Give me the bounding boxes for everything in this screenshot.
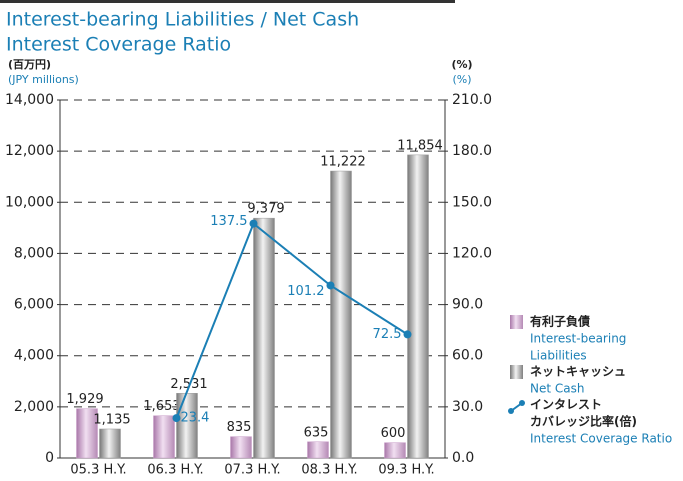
value-label: 11,854 <box>397 138 443 153</box>
y-tick-label: 14,000 <box>5 92 54 108</box>
y2-tick-label: 90.0 <box>452 297 483 313</box>
legend-label: 有利子負債 <box>530 314 590 329</box>
y2-tick-label: 30.0 <box>452 399 483 415</box>
value-label: 9,379 <box>247 202 284 217</box>
y2-tick-label: 210.0 <box>452 92 492 108</box>
legend-label: カバレッジ比率(倍) <box>530 414 637 429</box>
x-tick-label: 08.3 H.Y. <box>301 463 357 478</box>
line <box>175 221 409 419</box>
legend-label: Interest-bearing <box>530 332 626 346</box>
line-value-label: 72.5 <box>373 327 402 342</box>
value-label: 1,929 <box>66 392 103 407</box>
bar <box>176 393 198 459</box>
legend-swatch <box>510 365 523 379</box>
x-tick-label: 05.3 H.Y. <box>70 463 126 478</box>
y-tick-label: 12,000 <box>5 143 54 159</box>
value-label: 835 <box>227 420 252 435</box>
legend-label: ネットキャッシュ <box>530 365 626 379</box>
legend-swatch <box>519 400 525 406</box>
y2-axis-unit: (%) <box>452 73 471 86</box>
y-axis-unit: (百万円) <box>8 58 51 71</box>
value-label: 635 <box>304 425 329 440</box>
line-value-label: 23.4 <box>181 411 210 426</box>
legend-swatch <box>508 408 514 414</box>
value-label: 600 <box>381 426 406 441</box>
bar <box>230 436 252 459</box>
y-tick-label: 8,000 <box>14 245 54 261</box>
line-point <box>172 414 181 423</box>
bar <box>153 415 175 459</box>
line-point <box>403 330 412 339</box>
bar <box>307 441 329 459</box>
value-label: 11,222 <box>320 155 366 170</box>
y-tick-label: 6,000 <box>14 297 54 313</box>
value-label: 1,653 <box>143 399 180 414</box>
x-tick-label: 09.3 H.Y. <box>378 463 434 478</box>
bar <box>330 170 352 459</box>
bar <box>76 408 98 459</box>
y-tick-label: 10,000 <box>5 194 54 210</box>
legend-label: インタレスト <box>530 398 602 412</box>
y2-tick-label: 150.0 <box>452 194 492 210</box>
line-value-label: 101.2 <box>287 284 324 299</box>
chart-title: Interest Coverage Ratio <box>6 34 231 56</box>
chart-title: Interest-bearing Liabilities / Net Cash <box>6 9 359 31</box>
legend-label: Interest Coverage Ratio <box>530 432 672 446</box>
y-tick-label: 2,000 <box>14 399 54 415</box>
y2-tick-label: 120.0 <box>452 245 492 261</box>
y2-axis-unit: (%) <box>451 58 472 71</box>
legend-label: Liabilities <box>530 349 587 363</box>
legend-swatch <box>510 315 523 329</box>
y-tick-label: 0 <box>45 450 54 466</box>
line-point <box>326 281 335 290</box>
x-tick-label: 06.3 H.Y. <box>147 463 203 478</box>
bar <box>99 428 121 459</box>
y2-tick-label: 0.0 <box>452 450 474 466</box>
bar <box>384 442 406 459</box>
line-point <box>249 219 258 228</box>
y2-tick-label: 60.0 <box>452 348 483 364</box>
legend-label: Net Cash <box>530 382 584 396</box>
y-tick-label: 4,000 <box>14 348 54 364</box>
y2-tick-label: 180.0 <box>452 143 492 159</box>
bar <box>253 217 275 459</box>
x-tick-label: 07.3 H.Y. <box>224 463 280 478</box>
line-value-label: 137.5 <box>210 214 247 229</box>
bar <box>407 154 429 459</box>
value-label: 1,135 <box>93 412 130 427</box>
y-axis-unit: (JPY millions) <box>8 73 79 86</box>
